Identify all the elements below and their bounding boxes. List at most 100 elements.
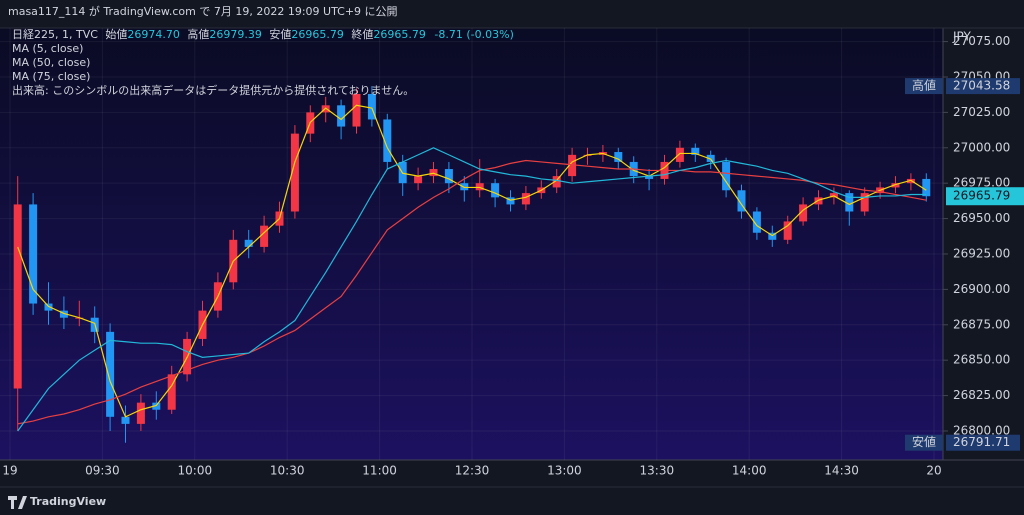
ma-line: [17, 104, 927, 418]
candle-body: [614, 152, 623, 162]
legend-value: 26979.39: [209, 28, 262, 41]
candle-body: [414, 176, 423, 184]
candle-body: [783, 221, 792, 240]
candle-body: [722, 161, 731, 191]
candle-body: [475, 183, 484, 191]
candle-body: [552, 176, 561, 188]
currency: JPY: [952, 30, 972, 44]
badge-label: 高値: [912, 78, 936, 93]
badge-value: 27043.58: [953, 79, 1010, 93]
badge-value: 26791.71: [953, 435, 1010, 449]
legend-label: 終値: [351, 28, 373, 41]
ma-line: [17, 147, 927, 432]
candle-body: [460, 183, 469, 191]
ma-legend: MA (75, close): [12, 70, 90, 83]
x-tick-label: 20: [926, 464, 941, 478]
x-tick-label: 13:30: [640, 464, 675, 478]
candle-body: [521, 193, 530, 205]
y-tick-label: 26850.00: [953, 353, 1010, 367]
candle-body: [244, 239, 253, 247]
brand-logo: [8, 496, 27, 509]
ma-legend: MA (50, close): [12, 56, 90, 69]
badge-value-box: [946, 78, 1020, 95]
brand: TradingView: [8, 495, 106, 509]
candle-body: [429, 169, 438, 177]
candle-body: [737, 190, 746, 212]
legend-value: 26965.79: [373, 28, 426, 41]
candle-body: [691, 147, 700, 155]
brand-name: TradingView: [30, 495, 106, 508]
x-tick-label: 09:30: [85, 464, 120, 478]
x-tick-label: 13:00: [547, 464, 582, 478]
y-tick-label: 26925.00: [953, 246, 1010, 260]
y-tick-label: 27075.00: [953, 34, 1010, 48]
legend-value: 26974.70: [127, 28, 180, 41]
x-tick-label: 14:30: [824, 464, 859, 478]
candle-body: [645, 176, 654, 179]
x-tick-label: 11:00: [362, 464, 397, 478]
y-tick-label: 26875.00: [953, 317, 1010, 331]
candle-body: [352, 93, 361, 127]
candle-body: [152, 402, 161, 410]
candle-body: [136, 402, 145, 424]
candle-body: [59, 310, 68, 318]
x-tick-label: 10:30: [270, 464, 305, 478]
candle-body: [860, 193, 869, 212]
y-tick-label: 26800.00: [953, 423, 1010, 437]
candle-body: [383, 119, 392, 162]
legend-label: 高値: [187, 27, 209, 41]
candle-body: [675, 147, 684, 162]
candle-body: [491, 183, 500, 198]
y-tick-label: 26825.00: [953, 388, 1010, 402]
candle-body: [444, 169, 453, 184]
candle-body: [568, 154, 577, 177]
legend-label: 始値: [105, 27, 127, 41]
candle-body: [337, 105, 346, 127]
legend-label: 安値: [269, 28, 291, 41]
candle-body: [829, 193, 838, 198]
y-tick-label: 26950.00: [953, 211, 1010, 225]
badge-label-box: [905, 78, 943, 95]
candle-body: [13, 204, 22, 389]
ohlc-legend: 日経225, 1, TVC 始値26974.70 高値26979.39 安値26…: [12, 27, 514, 41]
overlay: 日経225, 1, TVC 始値26974.70 高値26979.39 安値26…: [12, 27, 514, 97]
ma-line: [17, 159, 927, 425]
candle-body: [845, 193, 854, 212]
candle-body: [506, 197, 515, 205]
candle-body: [167, 374, 176, 410]
badge-value-box: [946, 434, 1020, 451]
ma-legend: MA (5, close): [12, 42, 83, 55]
x-tick-label: 14:00: [732, 464, 767, 478]
publisher: masa117_114 が TradingView.com で 7月 19, 2…: [8, 4, 398, 18]
plot: [0, 28, 943, 460]
last-price: 26965.79: [953, 189, 1010, 203]
badge-label-box: [905, 434, 943, 451]
candle-body: [121, 416, 130, 424]
badge-label: 安値: [912, 434, 936, 449]
candle-body: [260, 225, 269, 247]
candle-body: [891, 183, 900, 188]
candle-body: [367, 93, 376, 120]
candle-body: [799, 204, 808, 222]
candle-body: [29, 204, 38, 304]
candle-body: [706, 154, 715, 162]
y-tick-label: 26975.00: [953, 176, 1010, 190]
y-tick-label: 27000.00: [953, 140, 1010, 154]
x-tick-label: 19: [2, 464, 17, 478]
change: -8.71 (-0.03%): [434, 28, 513, 41]
x-tick-label: 12:30: [455, 464, 490, 478]
plot-area: [0, 28, 943, 460]
candle-body: [922, 178, 931, 197]
legend-value: 26965.79: [291, 28, 344, 41]
x-tick-label: 10:00: [178, 464, 213, 478]
candle-body: [752, 211, 761, 233]
candle-body: [106, 331, 115, 417]
last-price-box: [946, 187, 1024, 206]
y-tick-label: 26900.00: [953, 282, 1010, 296]
symbol: 日経225, 1, TVC: [12, 28, 98, 41]
candle-body: [290, 133, 299, 212]
candle-body: [44, 303, 53, 311]
y-tick-label: 27025.00: [953, 105, 1010, 119]
